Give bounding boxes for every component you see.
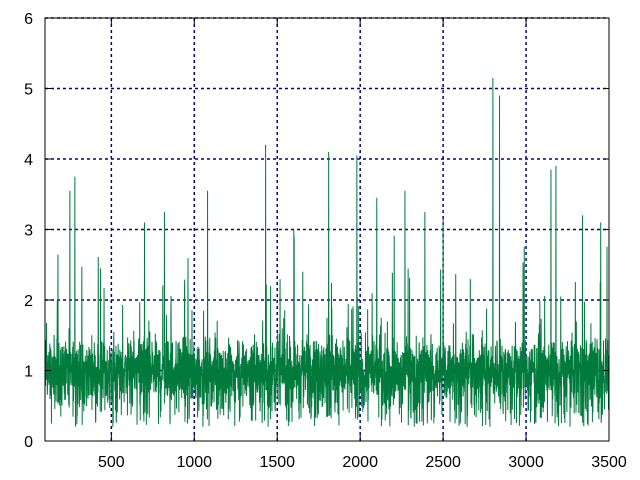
y-tick-label: 2	[24, 293, 33, 310]
x-tick-label: 500	[98, 454, 125, 471]
series-line	[44, 77, 610, 427]
x-tick-label: 1500	[259, 454, 295, 471]
x-tick-label: 3500	[591, 454, 627, 471]
y-tick-label: 5	[24, 82, 33, 99]
y-tick-label: 6	[24, 11, 33, 28]
y-tick-label: 1	[24, 364, 33, 381]
plot-frame	[44, 17, 610, 442]
tick-labels: 500 1000 1500 2000 2500 3000 3500 0 1 2 3 4 5 6	[24, 11, 627, 471]
x-tick-label: 2000	[342, 454, 378, 471]
x-tick-label: 2500	[425, 454, 461, 471]
x-tick-label: 3000	[508, 454, 544, 471]
y-tick-label: 4	[24, 152, 33, 169]
y-tick-label: 0	[24, 434, 33, 451]
x-tick-label: 1000	[176, 454, 212, 471]
y-tick-label: 3	[24, 223, 33, 240]
series-line-path	[44, 77, 610, 427]
